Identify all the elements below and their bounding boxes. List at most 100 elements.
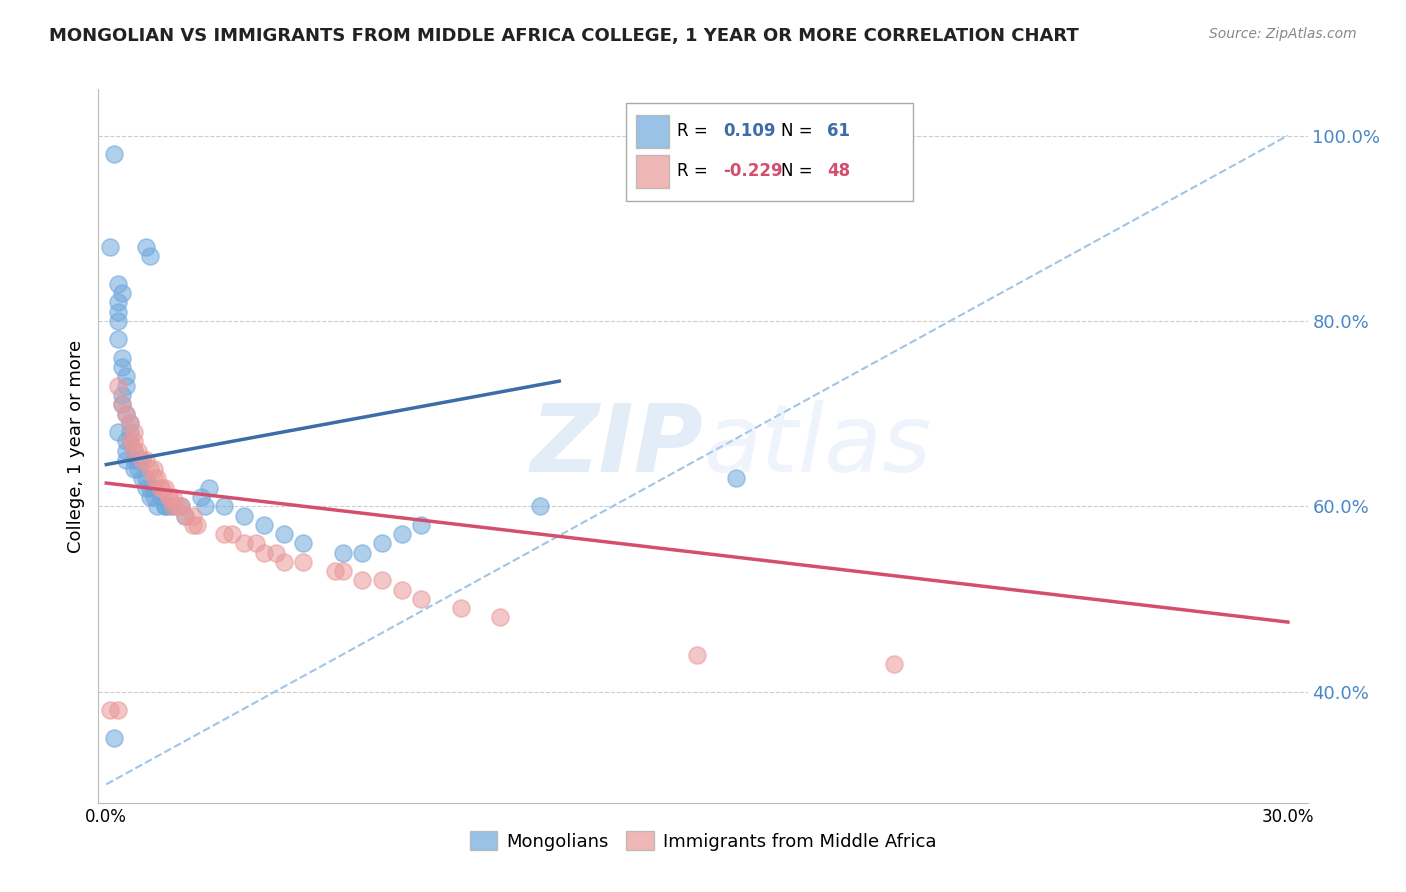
Point (411, 517, 433, 532)
Point (194, 500, 217, 514)
Point (162, 500, 184, 514)
Point (150, 490, 173, 504)
Point (162, 490, 184, 504)
Point (489, 610, 512, 624)
Point (115, 443, 138, 458)
Text: R =: R = (678, 162, 713, 180)
Text: atlas: atlas (703, 401, 931, 491)
Point (142, 481, 165, 495)
Point (118, 416, 141, 430)
Point (103, 147, 125, 161)
Point (115, 453, 138, 467)
Point (174, 508, 197, 523)
Point (332, 545, 354, 559)
Point (253, 545, 276, 559)
Point (181, 508, 204, 523)
Point (450, 601, 472, 615)
Point (273, 527, 295, 541)
Point (107, 703, 129, 717)
Point (107, 378, 129, 392)
Point (186, 517, 208, 532)
Point (197, 481, 219, 495)
Y-axis label: College, 1 year or more: College, 1 year or more (66, 340, 84, 552)
Point (118, 425, 141, 439)
Text: ZIP: ZIP (530, 400, 703, 492)
Point (214, 500, 236, 514)
Point (686, 648, 709, 662)
Point (883, 657, 905, 671)
Point (131, 453, 153, 467)
Point (115, 369, 138, 384)
Point (170, 500, 193, 514)
Point (122, 434, 145, 449)
Point (115, 434, 138, 449)
Point (332, 564, 354, 578)
Point (157, 490, 180, 504)
Point (155, 481, 177, 495)
Text: -0.229: -0.229 (723, 162, 783, 180)
Point (127, 453, 149, 467)
Point (150, 481, 173, 495)
Point (111, 397, 134, 411)
Point (111, 388, 134, 402)
Point (131, 471, 153, 485)
Point (127, 443, 149, 458)
Point (371, 536, 394, 550)
FancyBboxPatch shape (636, 115, 669, 148)
Text: 61: 61 (827, 122, 849, 140)
Point (170, 500, 193, 514)
Point (181, 517, 204, 532)
Point (127, 462, 149, 476)
Point (157, 500, 180, 514)
Point (135, 481, 157, 495)
Text: 48: 48 (827, 162, 851, 180)
Point (98, 240, 121, 254)
Point (115, 378, 138, 392)
Point (122, 443, 145, 458)
Point (118, 416, 141, 430)
Point (214, 527, 236, 541)
Point (122, 443, 145, 458)
Point (107, 425, 129, 439)
Point (107, 304, 129, 318)
Point (352, 545, 374, 559)
Point (725, 471, 748, 485)
Point (155, 500, 177, 514)
Point (146, 500, 169, 514)
Text: N =: N = (780, 122, 817, 140)
Point (245, 536, 267, 550)
Point (233, 536, 256, 550)
Point (264, 545, 287, 559)
Point (107, 314, 129, 328)
Point (221, 527, 243, 541)
Point (115, 407, 138, 421)
Point (135, 453, 157, 467)
Point (166, 500, 188, 514)
FancyBboxPatch shape (636, 155, 669, 188)
Point (529, 500, 551, 514)
Point (98, 703, 121, 717)
Point (157, 490, 180, 504)
Point (115, 407, 138, 421)
Point (111, 286, 134, 301)
Text: MONGOLIAN VS IMMIGRANTS FROM MIDDLE AFRICA COLLEGE, 1 YEAR OR MORE CORRELATION C: MONGOLIAN VS IMMIGRANTS FROM MIDDLE AFRI… (49, 27, 1078, 45)
Point (118, 434, 141, 449)
Point (190, 490, 212, 504)
Point (122, 462, 145, 476)
Point (107, 295, 129, 310)
Point (138, 462, 160, 476)
Text: 0.109: 0.109 (723, 122, 776, 140)
Point (118, 434, 141, 449)
Point (142, 471, 165, 485)
Point (135, 471, 157, 485)
Point (111, 397, 134, 411)
Point (292, 555, 315, 569)
Point (292, 536, 315, 550)
Point (138, 481, 160, 495)
Point (135, 240, 157, 254)
Point (323, 564, 346, 578)
Point (107, 333, 129, 347)
Text: N =: N = (780, 162, 817, 180)
Point (138, 249, 160, 263)
Point (155, 500, 177, 514)
